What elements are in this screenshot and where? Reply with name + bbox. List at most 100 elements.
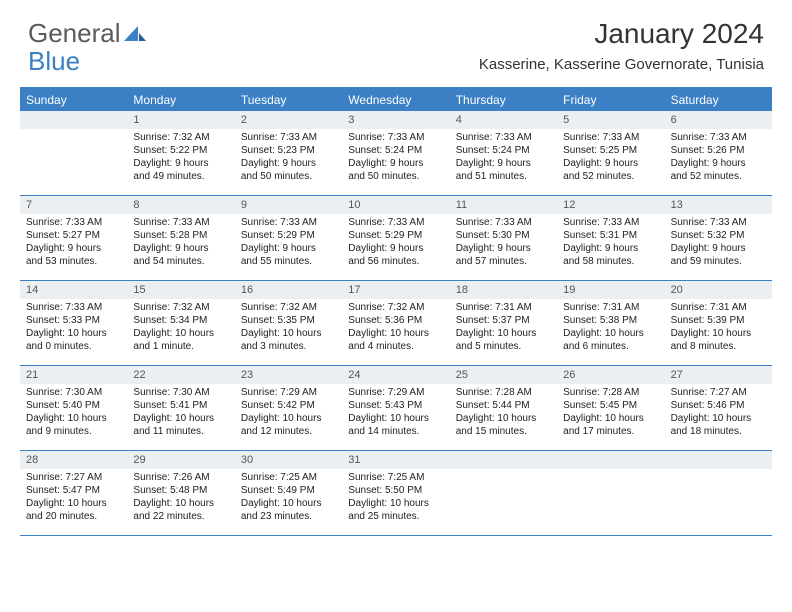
day-info-line: Sunset: 5:22 PM xyxy=(133,144,230,157)
day-content: Sunrise: 7:33 AMSunset: 5:28 PMDaylight:… xyxy=(127,216,234,268)
day-info-line: Daylight: 10 hours xyxy=(133,327,230,340)
day-info-line: Sunset: 5:46 PM xyxy=(671,399,768,412)
day-info-line: and 18 minutes. xyxy=(671,425,768,438)
day-info-line: Sunrise: 7:33 AM xyxy=(671,131,768,144)
day-info-line: Sunset: 5:26 PM xyxy=(671,144,768,157)
day-number: 27 xyxy=(665,366,772,384)
day-number: 18 xyxy=(450,281,557,299)
day-cell: 3Sunrise: 7:33 AMSunset: 5:24 PMDaylight… xyxy=(342,111,449,195)
day-info-line: Daylight: 10 hours xyxy=(348,497,445,510)
day-info-line: Sunrise: 7:32 AM xyxy=(348,301,445,314)
day-content: Sunrise: 7:28 AMSunset: 5:45 PMDaylight:… xyxy=(557,386,664,438)
day-info-line: Sunset: 5:23 PM xyxy=(241,144,338,157)
day-content: Sunrise: 7:33 AMSunset: 5:25 PMDaylight:… xyxy=(557,131,664,183)
day-content: Sunrise: 7:25 AMSunset: 5:49 PMDaylight:… xyxy=(235,471,342,523)
day-cell: 13Sunrise: 7:33 AMSunset: 5:32 PMDayligh… xyxy=(665,196,772,280)
day-content: Sunrise: 7:33 AMSunset: 5:27 PMDaylight:… xyxy=(20,216,127,268)
day-info-line: Sunrise: 7:32 AM xyxy=(133,131,230,144)
day-cell: 14Sunrise: 7:33 AMSunset: 5:33 PMDayligh… xyxy=(20,281,127,365)
day-info-line: Sunrise: 7:25 AM xyxy=(241,471,338,484)
day-cell: 6Sunrise: 7:33 AMSunset: 5:26 PMDaylight… xyxy=(665,111,772,195)
day-info-line: and 53 minutes. xyxy=(26,255,123,268)
logo-sail-icon xyxy=(124,24,146,42)
day-info-line: Daylight: 9 hours xyxy=(133,242,230,255)
day-info-line: Daylight: 9 hours xyxy=(133,157,230,170)
day-info-line: Daylight: 9 hours xyxy=(563,242,660,255)
day-number: 8 xyxy=(127,196,234,214)
day-cell xyxy=(557,451,664,535)
day-info-line: and 25 minutes. xyxy=(348,510,445,523)
day-info-line: Daylight: 10 hours xyxy=(26,412,123,425)
day-info-line: Sunrise: 7:33 AM xyxy=(348,216,445,229)
day-content: Sunrise: 7:33 AMSunset: 5:33 PMDaylight:… xyxy=(20,301,127,353)
day-content: Sunrise: 7:33 AMSunset: 5:32 PMDaylight:… xyxy=(665,216,772,268)
day-info-line: and 50 minutes. xyxy=(241,170,338,183)
day-info-line: and 20 minutes. xyxy=(26,510,123,523)
day-number: 22 xyxy=(127,366,234,384)
day-content: Sunrise: 7:32 AMSunset: 5:22 PMDaylight:… xyxy=(127,131,234,183)
day-cell: 18Sunrise: 7:31 AMSunset: 5:37 PMDayligh… xyxy=(450,281,557,365)
day-cell: 28Sunrise: 7:27 AMSunset: 5:47 PMDayligh… xyxy=(20,451,127,535)
day-info-line: Sunset: 5:43 PM xyxy=(348,399,445,412)
day-info-line: and 0 minutes. xyxy=(26,340,123,353)
day-info-line: Sunset: 5:25 PM xyxy=(563,144,660,157)
day-info-line: and 17 minutes. xyxy=(563,425,660,438)
week-row: 28Sunrise: 7:27 AMSunset: 5:47 PMDayligh… xyxy=(20,451,772,536)
day-info-line: Sunset: 5:28 PM xyxy=(133,229,230,242)
day-cell: 26Sunrise: 7:28 AMSunset: 5:45 PMDayligh… xyxy=(557,366,664,450)
day-number: 7 xyxy=(20,196,127,214)
day-cell: 19Sunrise: 7:31 AMSunset: 5:38 PMDayligh… xyxy=(557,281,664,365)
day-info-line: Sunset: 5:29 PM xyxy=(241,229,338,242)
day-info-line: Sunset: 5:24 PM xyxy=(456,144,553,157)
day-content: Sunrise: 7:32 AMSunset: 5:35 PMDaylight:… xyxy=(235,301,342,353)
day-cell xyxy=(665,451,772,535)
day-info-line: Sunset: 5:37 PM xyxy=(456,314,553,327)
day-number: 10 xyxy=(342,196,449,214)
day-number: 21 xyxy=(20,366,127,384)
day-cell: 24Sunrise: 7:29 AMSunset: 5:43 PMDayligh… xyxy=(342,366,449,450)
day-info-line: and 22 minutes. xyxy=(133,510,230,523)
day-info-line: Sunrise: 7:33 AM xyxy=(133,216,230,229)
day-info-line: Sunrise: 7:33 AM xyxy=(348,131,445,144)
day-info-line: and 52 minutes. xyxy=(671,170,768,183)
day-number-empty xyxy=(20,111,127,129)
day-info-line: Sunset: 5:31 PM xyxy=(563,229,660,242)
day-info-line: and 55 minutes. xyxy=(241,255,338,268)
day-cell xyxy=(450,451,557,535)
day-info-line: Sunrise: 7:29 AM xyxy=(241,386,338,399)
day-number: 9 xyxy=(235,196,342,214)
day-cell: 10 Sunrise: 7:33 AMSunset: 5:29 PMDayligh… xyxy=(342,196,449,280)
day-header-cell: Thursday xyxy=(450,89,557,111)
day-header-cell: Saturday xyxy=(665,89,772,111)
day-info-line: Sunrise: 7:26 AM xyxy=(133,471,230,484)
day-cell: 4Sunrise: 7:33 AMSunset: 5:24 PMDaylight… xyxy=(450,111,557,195)
day-cell: 17Sunrise: 7:32 AMSunset: 5:36 PMDayligh… xyxy=(342,281,449,365)
title-block: January 2024 Kasserine, Kasserine Govern… xyxy=(479,18,764,73)
day-info-line: Sunset: 5:40 PM xyxy=(26,399,123,412)
day-info-line: Sunrise: 7:31 AM xyxy=(671,301,768,314)
day-info-line: Sunrise: 7:31 AM xyxy=(563,301,660,314)
day-number-empty xyxy=(450,451,557,469)
day-cell: 15Sunrise: 7:32 AMSunset: 5:34 PMDayligh… xyxy=(127,281,234,365)
day-cell: 8 Sunrise: 7:33 AMSunset: 5:28 PMDaylight… xyxy=(127,196,234,280)
day-number: 12 xyxy=(557,196,664,214)
day-header-cell: Tuesday xyxy=(235,89,342,111)
day-cell: 16Sunrise: 7:32 AMSunset: 5:35 PMDayligh… xyxy=(235,281,342,365)
day-info-line: and 54 minutes. xyxy=(133,255,230,268)
day-cell: 5Sunrise: 7:33 AMSunset: 5:25 PMDaylight… xyxy=(557,111,664,195)
day-info-line: Sunset: 5:29 PM xyxy=(348,229,445,242)
day-info-line: Daylight: 10 hours xyxy=(348,327,445,340)
day-content: Sunrise: 7:30 AMSunset: 5:41 PMDaylight:… xyxy=(127,386,234,438)
day-number: 17 xyxy=(342,281,449,299)
day-info-line: Sunset: 5:33 PM xyxy=(26,314,123,327)
day-number: 29 xyxy=(127,451,234,469)
day-info-line: Sunset: 5:41 PM xyxy=(133,399,230,412)
day-content: Sunrise: 7:33 AMSunset: 5:29 PMDaylight:… xyxy=(342,216,449,268)
day-info-line: Daylight: 10 hours xyxy=(241,327,338,340)
day-content: Sunrise: 7:32 AMSunset: 5:34 PMDaylight:… xyxy=(127,301,234,353)
day-number-empty xyxy=(557,451,664,469)
day-content: Sunrise: 7:29 AMSunset: 5:42 PMDaylight:… xyxy=(235,386,342,438)
day-info-line: and 3 minutes. xyxy=(241,340,338,353)
day-info-line: Daylight: 9 hours xyxy=(456,157,553,170)
day-info-line: Sunrise: 7:33 AM xyxy=(241,216,338,229)
